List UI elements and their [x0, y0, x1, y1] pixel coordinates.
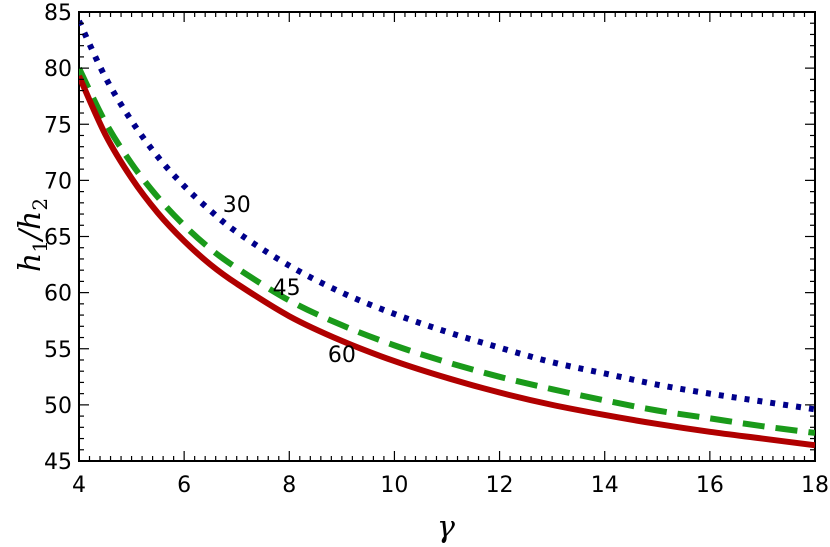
- x-tick-label: 18: [801, 473, 829, 498]
- x-tick-label: 4: [72, 473, 86, 498]
- series-line-30: [79, 19, 815, 413]
- y-tick-label: 60: [44, 282, 72, 307]
- y-tick-label: 70: [44, 169, 72, 194]
- y-tick-label: 45: [44, 450, 72, 475]
- y-axis-title-slash: /h: [13, 211, 48, 243]
- x-tick-label: 8: [282, 473, 296, 498]
- x-tick-label: 6: [177, 473, 191, 498]
- y-axis-title-sub2: 2: [28, 198, 52, 211]
- curve-label-60: 60: [328, 343, 356, 368]
- x-tick-label: 14: [591, 473, 619, 498]
- y-axis-title: h1/h2: [13, 198, 52, 272]
- x-tick-label: 10: [380, 473, 408, 498]
- curves: [79, 19, 815, 449]
- y-tick-label: 55: [44, 338, 72, 363]
- x-axis-title: γ: [437, 510, 455, 545]
- y-axis-title-h: h: [13, 253, 48, 272]
- x-tick-label: 12: [486, 473, 514, 498]
- curve-label-30: 30: [223, 193, 251, 218]
- x-tick-label: 16: [696, 473, 724, 498]
- curve-label-45: 45: [273, 276, 301, 301]
- series-line-45: [79, 66, 815, 436]
- plot-frame: [78, 11, 816, 462]
- tick-labels: 4 6 8 10 12 14 16 18 45 50 55 60 65 70 75 80 85: [44, 1, 829, 498]
- curve-annotations: 30 45 60: [223, 193, 356, 368]
- y-tick-label: 85: [44, 1, 72, 26]
- y-tick-label: 50: [44, 394, 72, 419]
- y-tick-label: 75: [44, 113, 72, 138]
- y-tick-label: 65: [44, 226, 72, 251]
- series-line-60: [79, 74, 815, 449]
- y-tick-label: 80: [44, 57, 72, 82]
- y-axis-title-sub1: 1: [28, 240, 52, 253]
- ticks: [78, 11, 816, 462]
